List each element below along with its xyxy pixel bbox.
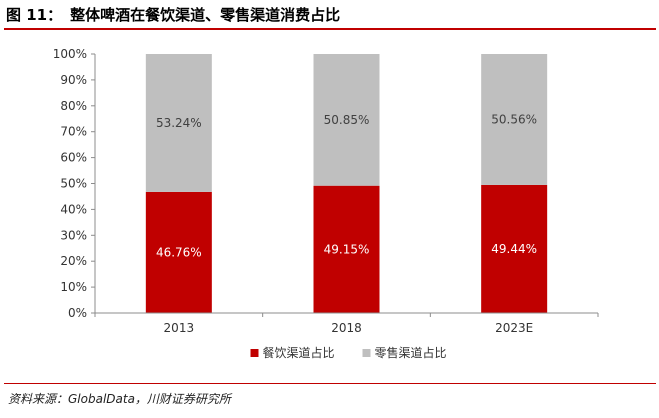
stacked-bar-chart: 0% 10% 20% 30% 40% 50% 60% 70% 80% 90% 100% 46.76% 5… bbox=[53, 47, 599, 360]
y-tick-label: 60% bbox=[60, 151, 87, 165]
legend-swatch bbox=[250, 349, 259, 357]
bar-data-label: 49.15% bbox=[324, 242, 370, 256]
bar-data-label: 50.56% bbox=[491, 112, 537, 126]
legend-label: 餐饮渠道占比 bbox=[263, 345, 335, 360]
bar-segment bbox=[481, 54, 548, 185]
y-tick-label: 30% bbox=[60, 228, 87, 242]
bar-segment bbox=[481, 184, 548, 313]
x-tick-label: 2013 bbox=[164, 321, 195, 335]
bar-segment bbox=[145, 54, 212, 192]
figure-title: 图 11： 整体啤酒在餐饮渠道、零售渠道消费占比 bbox=[6, 4, 656, 26]
y-tick-label: 100% bbox=[53, 47, 87, 61]
x-tick-label: 2023E bbox=[495, 321, 533, 335]
y-tick-label: 40% bbox=[60, 202, 87, 216]
figure-number: 图 11： bbox=[6, 6, 63, 24]
y-tick-label: 20% bbox=[60, 254, 87, 268]
y-tick-label: 10% bbox=[60, 280, 87, 294]
source-divider bbox=[4, 383, 656, 384]
bar-data-label: 49.44% bbox=[491, 242, 537, 256]
bar-segment bbox=[313, 54, 380, 186]
y-tick-label: 90% bbox=[60, 73, 87, 87]
y-tick-label: 80% bbox=[60, 99, 87, 113]
x-tick-label: 2018 bbox=[331, 321, 362, 335]
bar-segment bbox=[313, 185, 380, 313]
legend-swatch bbox=[362, 349, 371, 357]
bar-data-label: 46.76% bbox=[156, 245, 202, 259]
bar-data-label: 50.85% bbox=[324, 113, 370, 127]
figure-title-text: 整体啤酒在餐饮渠道、零售渠道消费占比 bbox=[70, 6, 341, 24]
title-divider bbox=[4, 28, 656, 30]
source-note: 资料来源：GlobalData，川财证券研究所 bbox=[8, 392, 231, 406]
bar-segment bbox=[145, 191, 212, 313]
y-tick-label: 0% bbox=[68, 306, 87, 320]
bar-data-label: 53.24% bbox=[156, 116, 202, 130]
y-tick-label: 50% bbox=[60, 177, 87, 191]
legend-label: 零售渠道占比 bbox=[375, 345, 447, 360]
y-tick-label: 70% bbox=[60, 125, 87, 139]
